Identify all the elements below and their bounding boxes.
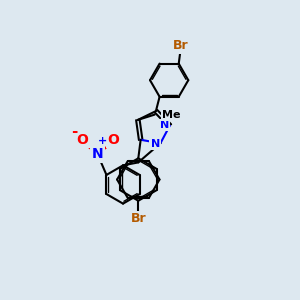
Text: +: + xyxy=(98,136,107,146)
Text: N: N xyxy=(160,120,169,130)
Text: -: - xyxy=(71,124,77,139)
Text: O: O xyxy=(107,133,119,147)
Text: O: O xyxy=(76,133,88,147)
Text: Br: Br xyxy=(130,212,146,226)
Text: N: N xyxy=(151,139,160,149)
Text: Me: Me xyxy=(162,110,181,120)
Text: N: N xyxy=(92,147,103,161)
Text: Br: Br xyxy=(172,39,188,52)
